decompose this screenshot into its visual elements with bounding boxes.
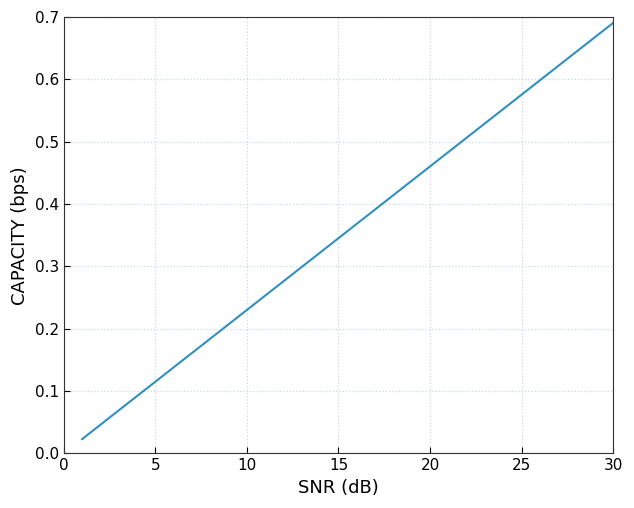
X-axis label: SNR (dB): SNR (dB) bbox=[298, 479, 379, 497]
Y-axis label: CAPACITY (bps): CAPACITY (bps) bbox=[11, 166, 29, 305]
